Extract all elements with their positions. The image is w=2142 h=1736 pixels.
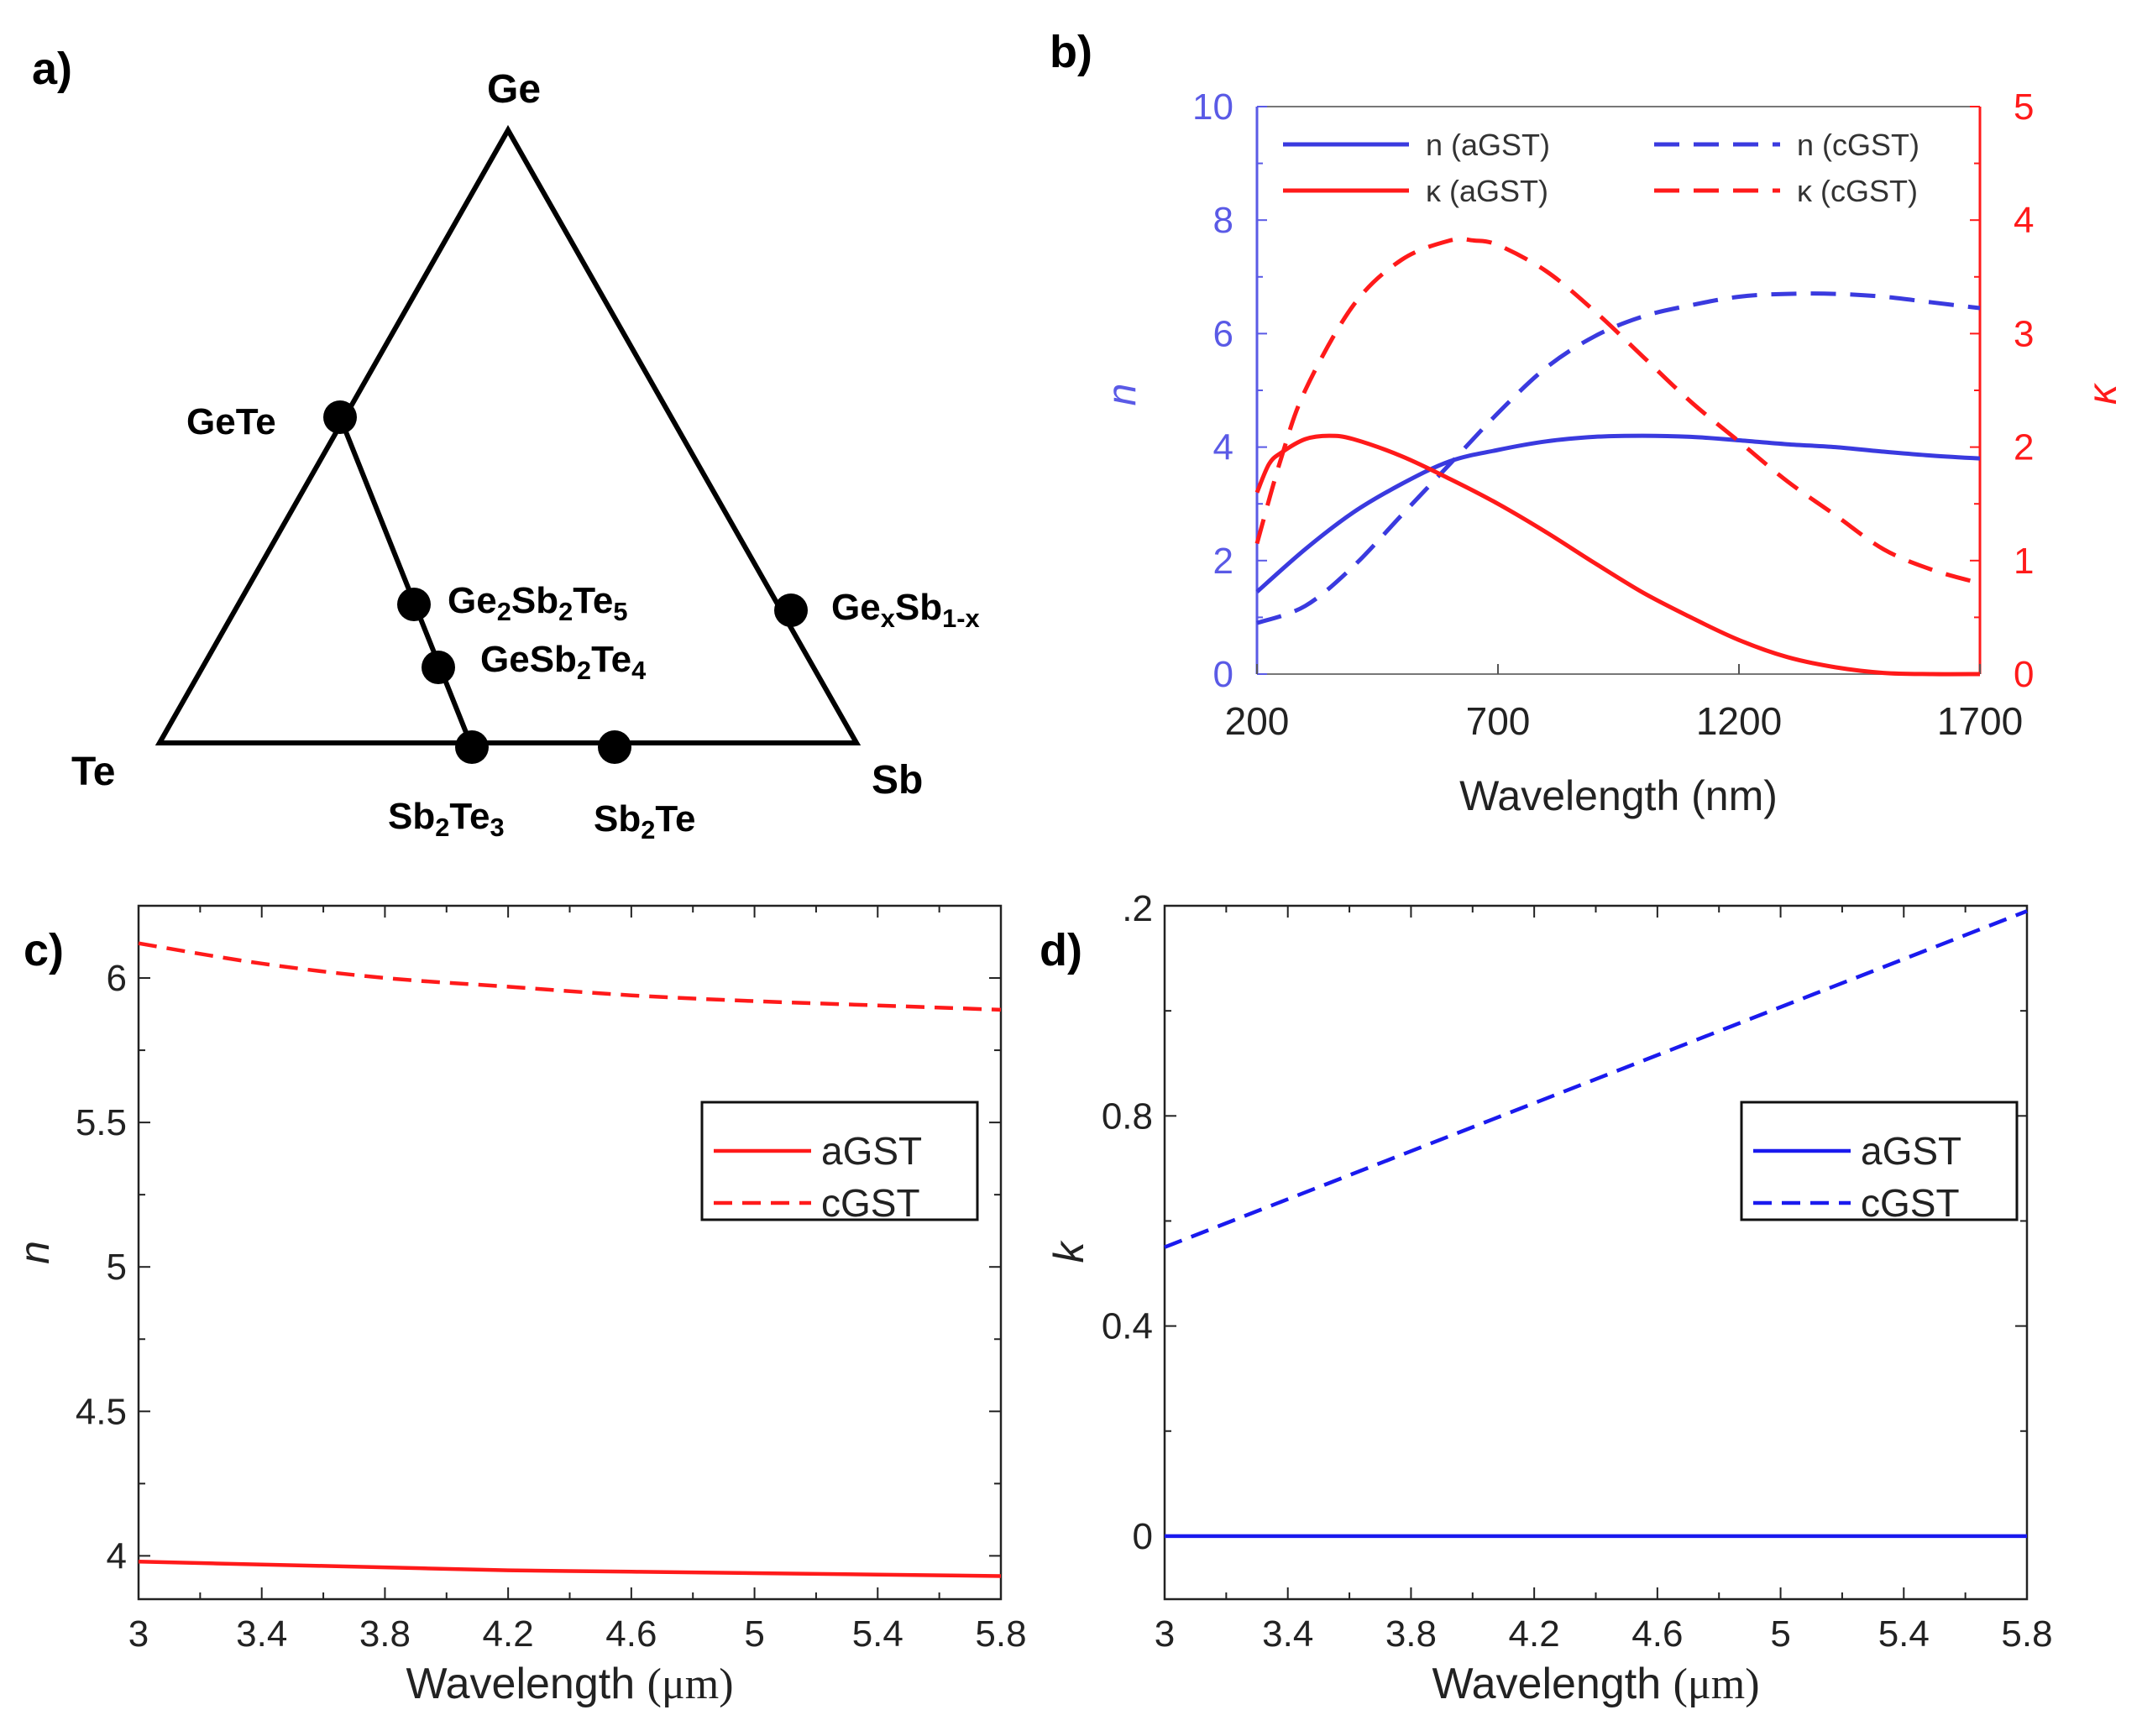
- x-axis-title: Wavelength (nm): [1459, 772, 1778, 819]
- right-tick-label: 1: [2014, 541, 2034, 582]
- y-tick-label: 0: [1133, 1516, 1153, 1557]
- x-tick-label: 1700: [1937, 699, 2023, 743]
- ternary-triangle: [154, 124, 862, 745]
- chart-b: 0 2 4 6 8 10 0 1 2 3 4 5 200 700 1200 1700 Wavelength (n…: [1100, 86, 2125, 819]
- panel-label-b: b): [1050, 27, 1092, 77]
- legend-label: n (cGST): [1797, 128, 1919, 162]
- series-line-agst: [1254, 433, 1981, 677]
- vertex-label-ge: Ge: [487, 67, 541, 112]
- y-tick-label: 6: [107, 958, 127, 999]
- right-tick-label: 4: [2014, 200, 2034, 241]
- legend-label: κ (cGST): [1797, 174, 1918, 208]
- x-tick-label: 3.8: [1385, 1613, 1437, 1655]
- x-axis-unit: (μm): [647, 1660, 734, 1708]
- x-tick-label: 3.4: [1262, 1613, 1313, 1655]
- x-tick-label: 3.4: [236, 1613, 287, 1655]
- right-tick-label: 5: [2014, 86, 2034, 128]
- composition-label-gesb2te4: GeSb2Te4: [480, 639, 646, 685]
- x-tick-label: 5.4: [1878, 1613, 1930, 1655]
- legend-box: [700, 1101, 979, 1221]
- x-tick-label: 5.4: [852, 1613, 903, 1655]
- y-tick-label: 4: [107, 1535, 127, 1577]
- x-tick-label: 4.6: [605, 1613, 657, 1655]
- series-line-nagst: [1255, 433, 1981, 593]
- vertex-label-sb: Sb: [872, 758, 923, 803]
- x-tick-label: 3: [128, 1613, 149, 1655]
- left-tick-label: 0: [1213, 654, 1233, 695]
- x-tick-label: 4.6: [1631, 1613, 1683, 1655]
- composition-dot-gexsb1-x: [774, 593, 808, 627]
- x-axis-title: Wavelength (μm): [406, 1660, 733, 1708]
- x-axis-title: Wavelength (μm): [1432, 1660, 1759, 1708]
- legend-label-cgst: cGST: [1861, 1181, 1960, 1225]
- panel-label-d: d): [1040, 925, 1082, 975]
- x-tick-label: 700: [1466, 699, 1531, 743]
- y-tick-label: 4.5: [76, 1391, 127, 1432]
- y-tick-label: 5: [107, 1247, 127, 1288]
- x-tick-label: 3.8: [359, 1613, 411, 1655]
- panel-label-c: c): [24, 925, 64, 975]
- panel-label-a: a): [32, 44, 72, 94]
- plot-frame: [137, 904, 1003, 1601]
- composition-dot-gete: [323, 400, 357, 434]
- x-tick-label: 1200: [1696, 699, 1782, 743]
- right-tick-label: 3: [2014, 313, 2034, 354]
- legend-label-agst: aGST: [1861, 1129, 1961, 1173]
- x-tick-label: 3: [1155, 1613, 1175, 1655]
- composition-dot-gesb2te4: [422, 651, 455, 684]
- composition-dot-sb2te: [598, 730, 631, 764]
- y-top-label: .2: [1122, 888, 1153, 929]
- plot-frame: [1163, 904, 2029, 1601]
- y-tick-label: 0.8: [1102, 1095, 1153, 1137]
- series-line-cgst: [1164, 909, 2028, 1249]
- y-axis-title: k: [1045, 1240, 1092, 1263]
- left-axis-title: n: [1100, 384, 1144, 406]
- right-tick-label: 2: [2014, 427, 2034, 468]
- x-tick-label: 5.8: [2001, 1613, 2052, 1655]
- composition-label-sb2te: Sb2Te: [594, 798, 695, 844]
- left-tick-label: 6: [1213, 313, 1233, 354]
- left-tick-label: 8: [1213, 200, 1233, 241]
- legend-box: [1740, 1101, 2019, 1221]
- composition-label-gexsb1-x: GexSb1-x: [831, 587, 980, 633]
- x-tick-label: 5.8: [975, 1613, 1026, 1655]
- composition-label-sb2te3: Sb2Te3: [388, 796, 505, 842]
- right-axis-title: κ: [2081, 382, 2125, 405]
- legend-label: n (aGST): [1426, 128, 1550, 162]
- x-tick-label: 5: [744, 1613, 764, 1655]
- x-tick-label: 200: [1225, 699, 1290, 743]
- x-tick-label: 5: [1770, 1613, 1790, 1655]
- pseudobinary-tie-line: [338, 416, 474, 749]
- composition-dot-ge2sb2te5: [397, 588, 431, 621]
- legend-label: κ (aGST): [1426, 174, 1548, 208]
- y-tick-label: 0.4: [1102, 1306, 1153, 1347]
- composition-label-gete: GeTe: [186, 401, 276, 442]
- series-line-ncgst: [1256, 291, 1981, 625]
- series-line-agst: [138, 1560, 1002, 1578]
- legend-label-agst: aGST: [821, 1129, 922, 1173]
- y-tick-label: 5.5: [76, 1102, 127, 1143]
- x-axis-unit: (μm): [1673, 1660, 1760, 1708]
- left-tick-label: 10: [1192, 86, 1233, 128]
- right-tick-label: 0: [2014, 654, 2034, 695]
- chart-d: 3 3.4 3.8 4.2 4.6 5 5.4 5.8 0 0.4 0.8 .2 Wavelength …: [1045, 888, 2053, 1708]
- series-line-cgst: [1254, 237, 1981, 586]
- y-axis-title: n: [11, 1241, 58, 1264]
- x-tick-label: 4.2: [1509, 1613, 1560, 1655]
- legend-label-cgst: cGST: [821, 1181, 920, 1225]
- vertex-label-te: Te: [71, 750, 115, 794]
- left-tick-label: 2: [1213, 541, 1233, 582]
- x-tick-label: 4.2: [483, 1613, 534, 1655]
- composition-dot-sb2te3: [455, 730, 489, 764]
- composition-label-ge2sb2te5: Ge2Sb2Te5: [448, 580, 627, 626]
- chart-c: 3 3.4 3.8 4.2 4.6 5 5.4 5.8 4 4.5 5 5.5 6 Wavelength …: [11, 904, 1027, 1708]
- left-tick-label: 4: [1213, 427, 1233, 468]
- series-line-cgst: [138, 941, 1002, 1012]
